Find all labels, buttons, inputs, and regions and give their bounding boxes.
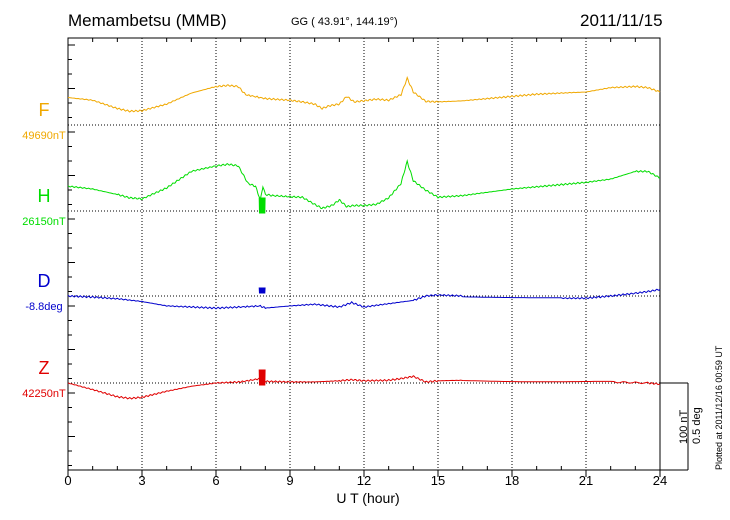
series-name-h: H (37, 186, 51, 206)
scale-label-nt: 100 nT (678, 409, 690, 444)
series-line-z (67, 375, 661, 400)
x-tick-label: 9 (286, 473, 294, 488)
x-tick-label: 12 (356, 473, 372, 488)
x-tick-label: 18 (504, 473, 520, 488)
x-axis-label: U T (hour) (336, 490, 400, 506)
x-tick-label: 6 (212, 473, 220, 488)
x-tick-label: 3 (138, 473, 146, 488)
burst-z (258, 369, 266, 386)
series-line-d (67, 288, 661, 310)
series-name-z: Z (38, 358, 50, 378)
scale-label-deg: 0.5 deg (691, 407, 703, 444)
series-baseline-d: -8.8deg (25, 301, 63, 313)
station-title: Memambetsu (MMB) (68, 11, 227, 30)
series-baseline-h: 26150nT (22, 216, 66, 228)
x-tick-label: 24 (652, 473, 668, 488)
series-name-f: F (38, 100, 50, 120)
plotted-timestamp: Plotted at 2011/12/16 00:59 UT (714, 345, 724, 470)
series-name-d: D (37, 271, 51, 291)
x-tick-label: 15 (430, 473, 446, 488)
series-baseline-f: 49690nT (22, 130, 66, 142)
chart-date: 2011/11/15 (580, 11, 663, 30)
burst-h (258, 197, 266, 214)
station-coordinates: GG ( 43.91°, 144.19°) (291, 16, 398, 28)
series-line-h (67, 158, 660, 210)
series-baseline-z: 42250nT (22, 388, 66, 400)
x-tick-label: 21 (578, 473, 594, 488)
series-line-f (67, 75, 661, 113)
x-tick-label: 0 (64, 473, 72, 488)
burst-d (258, 287, 266, 294)
